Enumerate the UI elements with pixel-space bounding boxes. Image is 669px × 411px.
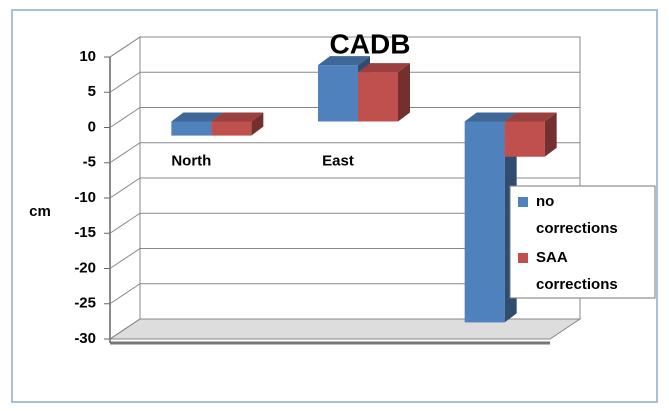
- y-tick-label: 5: [88, 83, 96, 100]
- legend-label: SAA corrections: [536, 249, 618, 293]
- legend-swatch: [518, 253, 528, 263]
- legend-swatch: [518, 197, 528, 207]
- y-tick-label: -15: [74, 224, 96, 241]
- y-tick-label: -25: [74, 295, 96, 312]
- grid-line: [109, 107, 580, 128]
- bar: [318, 65, 358, 122]
- grid-line: [109, 318, 580, 340]
- grid-line: [109, 212, 580, 234]
- y-tick-label: 0: [88, 118, 96, 135]
- legend-label: no corrections: [536, 193, 618, 237]
- y-tick-label: -30: [74, 330, 96, 347]
- bar: [358, 72, 398, 122]
- grid-line: [109, 283, 580, 305]
- grid: 10 5 0 -5 -10 -15 -20 -25 -30: [74, 36, 580, 347]
- bar-top: [358, 63, 410, 73]
- floor: [108, 318, 582, 340]
- bar: [171, 121, 212, 136]
- legend-box: [509, 185, 656, 299]
- bar-top: [464, 112, 517, 122]
- y-tick-label: -10: [74, 189, 96, 206]
- bar: [504, 121, 545, 157]
- bar-side: [251, 112, 264, 136]
- grid-line: [109, 177, 580, 199]
- chart-title: CADB: [330, 28, 411, 59]
- grid-line: [109, 248, 580, 269]
- bar: [211, 121, 252, 136]
- grid-line: [109, 36, 580, 58]
- y-tick-label: -20: [74, 259, 96, 276]
- bar-top: [318, 56, 370, 66]
- legend: no corrections SAA corrections: [509, 185, 656, 299]
- bar-side: [398, 63, 410, 122]
- x-tick-label: North: [171, 152, 211, 169]
- bar-top: [171, 112, 224, 122]
- bar-top: [504, 112, 557, 122]
- grid-line: [109, 71, 580, 93]
- bar-side: [544, 112, 557, 157]
- y-axis-label: cm: [29, 203, 51, 220]
- y-tick-label: 10: [79, 48, 96, 65]
- grid-line: [109, 142, 580, 164]
- y-tick-label: -5: [83, 154, 96, 171]
- x-tick-label: East: [322, 152, 354, 169]
- bar-top: [211, 112, 264, 122]
- bar: [464, 121, 505, 323]
